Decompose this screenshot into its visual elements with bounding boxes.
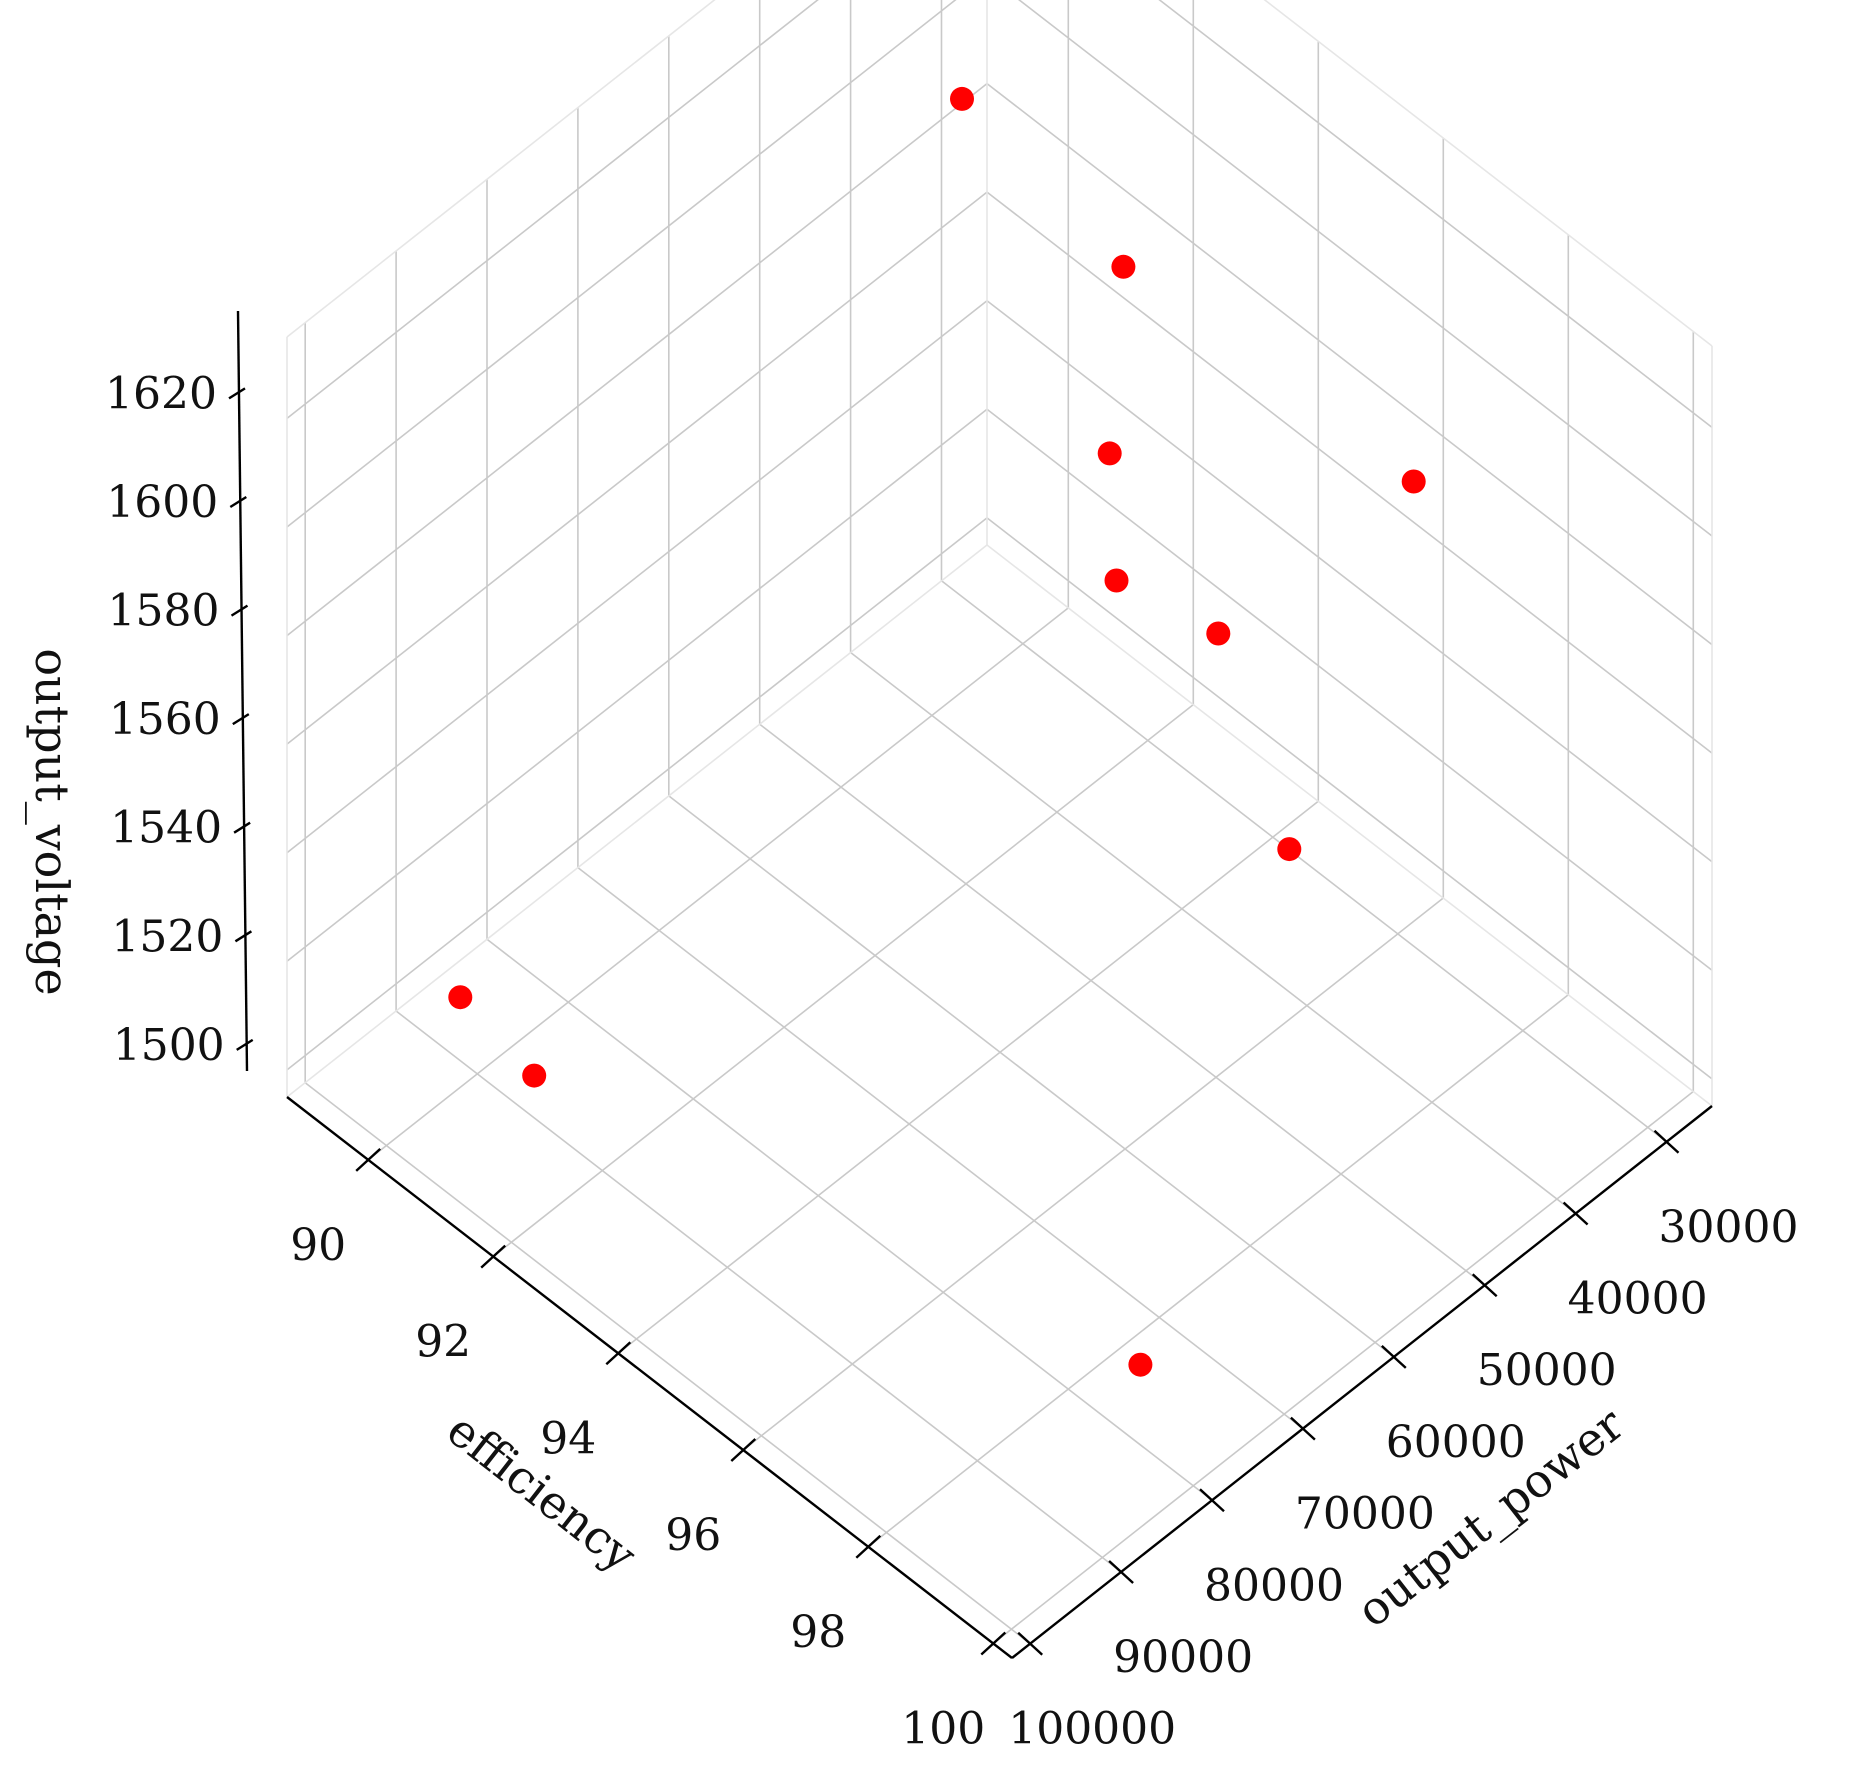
floor-gridline-x: [492, 703, 1194, 1258]
x-tick-label: 98: [790, 1607, 846, 1658]
wall-gridline-z: [986, 408, 1713, 971]
wall-gridline-z: [986, 300, 1713, 863]
wall-gridline-z: [1158, 0, 1713, 429]
x-tick-label: 100: [901, 1704, 985, 1755]
y-tick-mark: [1290, 1416, 1316, 1441]
pane-edge-floor: [986, 544, 1713, 1107]
x-axis-line: [286, 1096, 1013, 1659]
x-tick-label: 96: [665, 1510, 721, 1561]
z-axis-line: [236, 310, 249, 1072]
data-point: [1401, 469, 1426, 494]
y-tick-label: 40000: [1568, 1274, 1708, 1325]
data-point: [1128, 1352, 1153, 1377]
floor-gridline-x: [992, 1090, 1694, 1645]
wall-gridline-z: [286, 0, 819, 420]
z-tick-label: 1600: [106, 477, 218, 528]
y-axis-line: [1011, 1105, 1713, 1659]
z-tick-label: 1580: [108, 586, 220, 637]
data-point: [522, 1063, 547, 1088]
x-tick-mark: [605, 1341, 632, 1366]
wall-gridline-z: [286, 517, 988, 1071]
wall-gridline-z: [286, 82, 988, 637]
z-tick-mark: [229, 495, 247, 509]
z-tick-label: 1620: [105, 368, 217, 419]
wall-gridline-z: [286, 408, 988, 962]
x-tick-label: 92: [415, 1317, 471, 1368]
floor-gridline-x: [617, 800, 1319, 1354]
floor-gridline-y: [668, 795, 1395, 1358]
x-tick-label: 94: [540, 1413, 596, 1464]
wall-gridline-z: [286, 300, 988, 854]
data-points: [448, 86, 1426, 1377]
y-tick-mark: [1108, 1560, 1134, 1584]
floor-gridline-x: [867, 994, 1569, 1548]
data-point: [448, 985, 473, 1010]
y-tick-mark: [1199, 1488, 1225, 1513]
grid-panes: [286, 0, 1713, 1645]
y-tick-mark: [1653, 1129, 1680, 1154]
data-point: [1097, 441, 1122, 466]
wall-gridline-z: [286, 0, 957, 528]
x-tick-mark: [730, 1438, 757, 1462]
data-point: [1206, 621, 1231, 646]
data-point: [1277, 837, 1302, 862]
y-tick-label: 60000: [1386, 1417, 1526, 1468]
floor-gridline-x: [742, 897, 1444, 1451]
x-tick-mark: [855, 1534, 882, 1559]
wall-gridline-z: [986, 191, 1713, 754]
floor-gridline-x: [367, 607, 1069, 1161]
z-tick-label: 1560: [109, 694, 221, 745]
y-tick-label: 80000: [1204, 1560, 1344, 1611]
z-tick-mark: [233, 821, 251, 834]
axes: 90 92 94 96 98 100 30000 40000 50000 60000 70000 80…: [105, 310, 1799, 1755]
data-point: [1104, 568, 1129, 593]
wall-gridline-z: [986, 82, 1713, 646]
floor-gridline-y: [395, 1010, 1122, 1573]
wall-gridline-z: [1018, 0, 1713, 537]
pane-edge-top: [1263, 0, 1713, 347]
y-tick-label: 30000: [1659, 1202, 1799, 1253]
x-tick-mark: [980, 1631, 1007, 1656]
y-tick-mark: [1562, 1201, 1589, 1226]
y-tick-label: 50000: [1477, 1345, 1617, 1396]
pane-edge-top: [286, 0, 716, 338]
y-tick-label: 90000: [1113, 1632, 1253, 1683]
z-tick-mark: [228, 387, 246, 400]
data-point: [1111, 254, 1136, 279]
floor-gridline-y: [850, 651, 1577, 1215]
wall-gridline-z: [986, 517, 1713, 1080]
wall-gridline-z: [286, 191, 988, 745]
floor-gridline-y: [304, 1082, 1031, 1645]
y-tick-mark: [1380, 1345, 1407, 1369]
floor-gridline-y: [486, 938, 1213, 1501]
axis-label-output-voltage: output_voltage: [25, 648, 79, 995]
z-tick-label: 1540: [110, 803, 222, 854]
pane-edge-floor: [286, 544, 988, 1098]
floor-gridline-y: [759, 723, 1486, 1286]
z-tick-mark: [236, 1038, 254, 1051]
z-tick-label: 1500: [113, 1020, 225, 1071]
z-tick-mark: [230, 604, 249, 617]
z-tick-mark: [234, 930, 253, 943]
y-tick-mark: [1471, 1273, 1498, 1298]
y-tick-label: 70000: [1295, 1489, 1435, 1540]
y-tick-mark: [1017, 1631, 1044, 1656]
x-tick-label: 90: [290, 1220, 346, 1271]
floor-gridline-y: [941, 580, 1667, 1143]
floor-gridline-y: [577, 866, 1304, 1430]
y-tick-label: 100000: [1008, 1704, 1176, 1755]
x-tick-mark: [480, 1244, 507, 1269]
z-tick-mark: [232, 713, 250, 726]
z-tick-label: 1520: [111, 911, 223, 962]
x-tick-mark: [355, 1148, 382, 1172]
data-point: [950, 86, 974, 111]
